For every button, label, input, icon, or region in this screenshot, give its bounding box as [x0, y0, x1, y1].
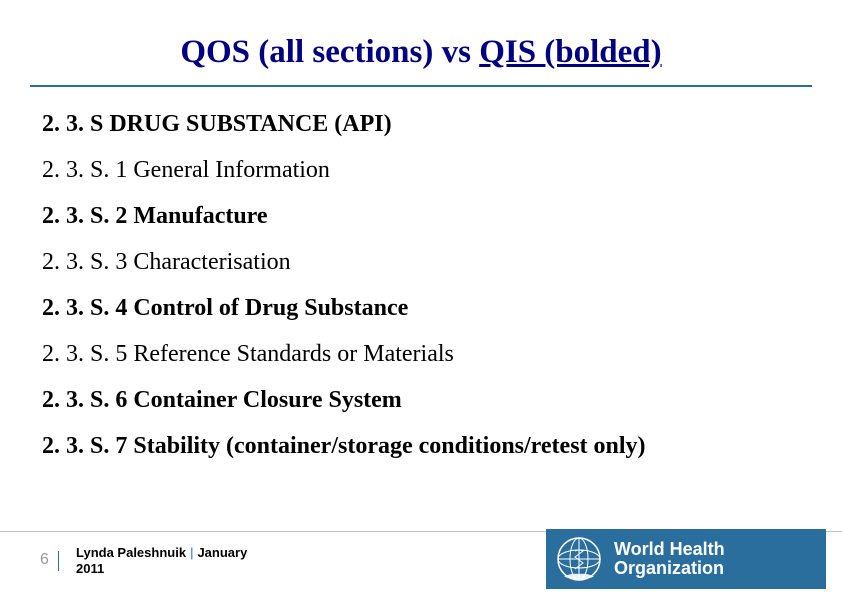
who-text: World Health Organization — [614, 540, 725, 578]
section-item: 2. 3. S. 5 Reference Standards or Materi… — [42, 339, 800, 369]
who-logo-block: World Health Organization — [546, 529, 826, 589]
footer-month: January — [197, 545, 247, 560]
footer: 6 Lynda Paleshnuik|January 2011 — [0, 531, 842, 595]
who-line1: World Health — [614, 540, 725, 559]
section-item: 2. 3. S. 7 Stability (container/storage … — [42, 431, 800, 461]
section-item: 2. 3. S. 6 Container Closure System — [42, 385, 800, 415]
page-number: 6 — [40, 551, 49, 569]
page-number-separator — [58, 551, 59, 571]
section-heading: 2. 3. S DRUG SUBSTANCE (API) — [42, 109, 800, 139]
who-emblem-icon — [554, 534, 604, 584]
author-name: Lynda Paleshnuik — [76, 545, 186, 560]
slide: QOS (all sections) vs QIS (bolded) 2. 3.… — [0, 0, 842, 595]
author-separator: | — [186, 545, 197, 560]
slide-title: QOS (all sections) vs QIS (bolded) — [0, 0, 842, 85]
author-block: Lynda Paleshnuik|January 2011 — [76, 545, 247, 578]
who-line2: Organization — [614, 559, 725, 578]
title-prefix: QOS (all sections) vs — [180, 34, 479, 70]
section-item: 2. 3. S. 4 Control of Drug Substance — [42, 293, 800, 323]
section-item: 2. 3. S. 3 Characterisation — [42, 247, 800, 277]
section-item: 2. 3. S. 2 Manufacture — [42, 201, 800, 231]
section-item: 2. 3. S. 1 General Information — [42, 155, 800, 185]
footer-year: 2011 — [76, 561, 104, 576]
title-underlined: QIS (bolded) — [479, 34, 661, 70]
content-list: 2. 3. S DRUG SUBSTANCE (API) 2. 3. S. 1 … — [0, 87, 842, 461]
